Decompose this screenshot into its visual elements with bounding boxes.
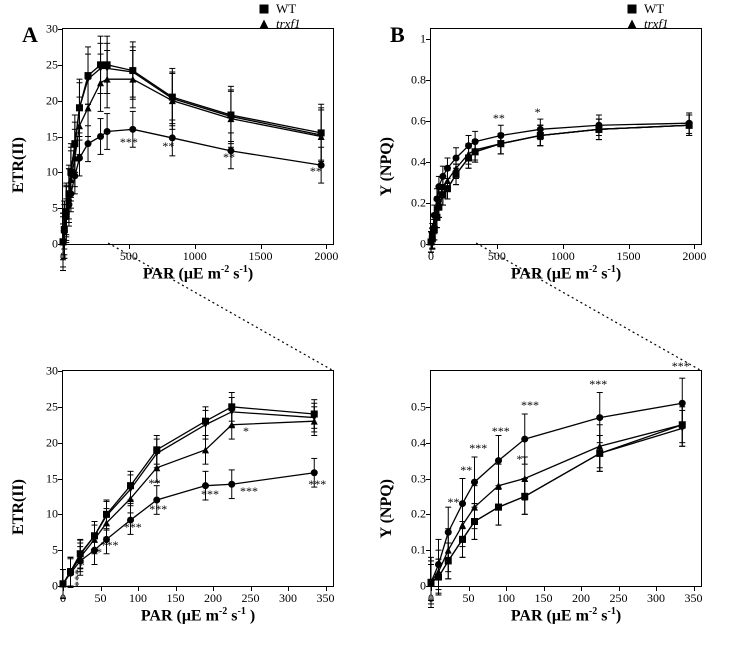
panel-letter-a: A [22,22,38,48]
significance-star: ** [460,466,472,475]
significance-star: *** [120,138,138,147]
significance-star: ** [493,114,505,123]
ylabel: Y (NPQ) [378,479,396,538]
significance-star: *** [492,427,510,436]
significance-star: ** [223,153,235,162]
plot-svg [63,29,333,244]
significance-star: ** [162,142,174,151]
significance-star: *** [672,362,690,371]
xlabel: PAR (μE m-2 s-1) [511,606,621,625]
significance-star: *** [240,487,258,496]
xlabel: PAR (μE m-2 s-1) [511,264,621,283]
ylabel: ETR(II) [10,479,28,535]
xlabel: PAR (μE m-2 s-1 ) [141,606,255,625]
legend-marker-wt [254,2,274,16]
legend-label-wt: WT [274,2,296,16]
significance-star: *** [101,541,119,550]
plot-a-full: 0500100015002000051015202530ETR(II)PAR (… [62,28,334,245]
xlabel: PAR (μE m-2 s-1) [143,264,253,283]
plot-svg [63,371,333,586]
plot-svg [431,371,701,586]
significance-star: ** [149,479,161,488]
significance-star: * [517,455,523,464]
significance-star: *** [201,490,219,499]
plot-a-zoom: 050100150200250300350051015202530ETR(II)… [62,370,334,587]
significance-star: * [243,427,249,436]
significance-star: *** [124,523,142,532]
plot-b-full: 050010001500200000.20.40.60.81Y (NPQ)PAR… [430,28,702,245]
legend-row-wt: WT [254,1,311,16]
plot-b-zoom: 05010015020025030035000.10.20.30.40.5Y (… [430,370,702,587]
significance-star: *** [149,505,167,514]
significance-star: ** [310,167,322,176]
legend-label-wt: WT [642,2,664,16]
panel-letter-b: B [390,22,405,48]
figure-root: A B WT trxf1 trxf2 trxf1f2 [0,0,745,656]
ylabel: Y (NPQ) [378,137,396,196]
significance-star: *** [521,401,539,410]
significance-star: * [535,108,541,117]
plot-svg [431,29,701,244]
legend-marker-wt [622,2,642,16]
significance-star: *** [308,480,326,489]
significance-star: * [79,561,85,570]
legend-row-wt: WT [622,1,679,16]
ylabel: ETR(II) [10,137,28,193]
significance-star: * [441,558,450,564]
significance-star: *** [589,380,607,389]
significance-star: ** [448,498,460,507]
significance-star: *** [469,444,487,453]
